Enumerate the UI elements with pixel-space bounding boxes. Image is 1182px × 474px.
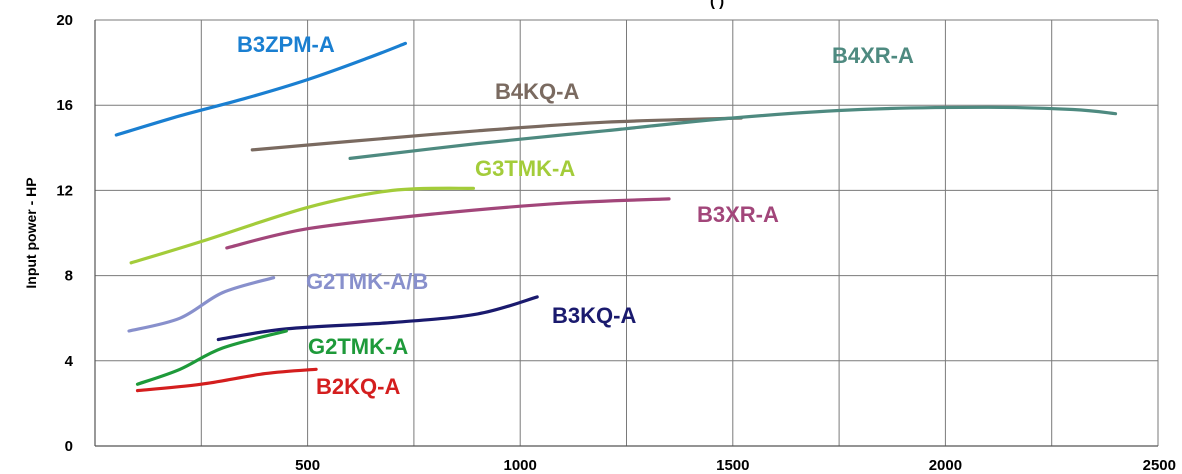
series-label-b4xr-a: B4XR-A: [832, 43, 914, 68]
chart-top-text: ( ): [710, 0, 724, 10]
series-label-b3xr-a: B3XR-A: [697, 202, 779, 227]
y-tick-label: 20: [56, 12, 73, 29]
series-line-b3zpm-a: [114, 41, 407, 137]
x-tick-label: 1500: [716, 457, 749, 474]
grid: [95, 19, 1159, 446]
series-line-b3kq-a: [216, 295, 539, 342]
y-tick-label: 16: [56, 97, 73, 114]
series-line-g2tmk-a-b: [127, 276, 276, 333]
x-tick-label: 2000: [929, 457, 962, 474]
series-label-b3zpm-a: B3ZPM-A: [237, 32, 335, 57]
y-tick-label: 12: [56, 182, 73, 199]
x-tick-label: 500: [295, 457, 320, 474]
y-axis-label: Input power - HP: [23, 177, 39, 288]
series-line-g3tmk-a: [129, 186, 475, 265]
series-label-b3kq-a: B3KQ-A: [552, 303, 636, 328]
series-label-g2tmk-a-b: G2TMK-A/B: [306, 269, 428, 294]
series-labels: B3ZPM-A B4KQ-A B4XR-A G3TMK-A B3XR-A G2TMK-A/…: [237, 32, 914, 399]
series-line-g2tmk-a: [135, 329, 288, 386]
series-label-g2tmk-a: G2TMK-A: [308, 334, 408, 359]
x-tick-label: 2500: [1143, 457, 1176, 474]
y-tick-label: 4: [65, 353, 74, 370]
series-label-g3tmk-a: G3TMK-A: [475, 156, 575, 181]
series-line-b3xr-a: [225, 197, 671, 250]
series-line-b4kq-a: [250, 116, 743, 152]
y-tick-label: 8: [65, 268, 73, 285]
y-tick-label: 0: [65, 438, 73, 455]
series-lines: [114, 41, 1118, 393]
axes: [94, 20, 1158, 447]
tick-labels: 0 4 8 12 16 20 500 1000 1500 2000 2500: [56, 12, 1176, 474]
series-line-b4xr-a: [348, 105, 1118, 160]
series-label-b2kq-a: B2KQ-A: [316, 374, 400, 399]
series-label-b4kq-a: B4KQ-A: [495, 79, 579, 104]
x-tick-label: 1000: [504, 457, 537, 474]
series-line-b2kq-a: [135, 367, 318, 393]
